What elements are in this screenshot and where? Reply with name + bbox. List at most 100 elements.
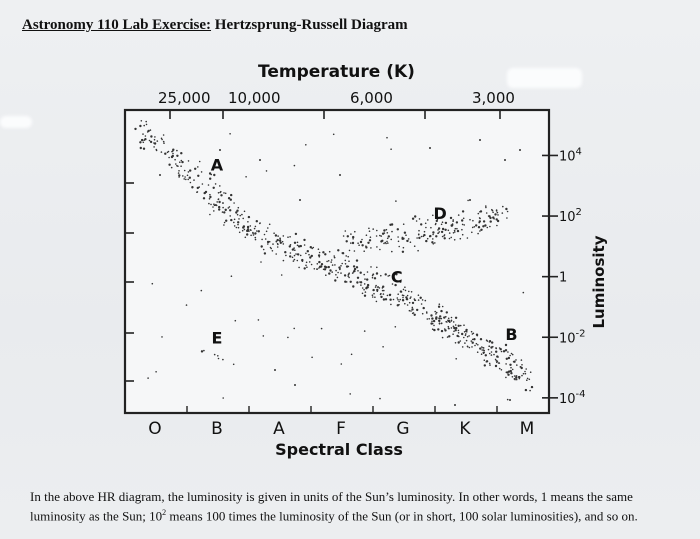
star-point [252, 232, 254, 235]
star-point [337, 249, 340, 252]
star-point [237, 206, 240, 209]
star-point [448, 335, 451, 338]
star-point [432, 319, 436, 323]
star-point [454, 231, 456, 233]
glare-spot [0, 116, 32, 128]
star-point [181, 160, 184, 164]
star-point [170, 166, 173, 169]
star-point [464, 342, 466, 344]
star-point [316, 263, 319, 265]
star-point [318, 251, 321, 254]
star-point [515, 359, 517, 361]
star-point [454, 342, 457, 344]
star-point [440, 309, 443, 313]
star-point [361, 292, 364, 295]
star-point [423, 230, 426, 233]
star-point [359, 281, 361, 283]
star-point [452, 219, 455, 221]
star-point [308, 253, 310, 256]
star-point [390, 303, 392, 306]
star-point [434, 310, 437, 313]
star-point [465, 333, 467, 335]
star-point [441, 235, 444, 238]
star-point [223, 211, 226, 214]
star-point [318, 260, 321, 264]
star-point [484, 354, 487, 357]
star-point [149, 140, 153, 144]
star-point [151, 282, 154, 285]
star-point [345, 265, 349, 268]
star-point [279, 238, 282, 240]
star-point [276, 246, 279, 248]
star-point [401, 294, 404, 297]
star-point [340, 363, 343, 365]
star-point [431, 317, 434, 320]
star-point [233, 218, 236, 221]
star-point [155, 149, 158, 152]
star-point [454, 227, 457, 230]
star-point [478, 221, 481, 224]
star-point [510, 372, 513, 375]
star-point [332, 133, 335, 136]
star-point [334, 279, 337, 282]
star-point [382, 285, 385, 288]
star-point [459, 237, 462, 240]
star-point [274, 369, 276, 371]
star-point [296, 244, 299, 247]
star-point [273, 232, 275, 234]
star-point [255, 230, 258, 232]
star-point [499, 348, 502, 351]
star-point [403, 231, 407, 234]
star-point [366, 271, 369, 273]
star-point [448, 237, 451, 240]
star-point [309, 256, 312, 259]
star-point [396, 304, 399, 307]
star-point [375, 284, 377, 287]
star-point [366, 283, 370, 287]
star-point [379, 234, 381, 237]
star-point [453, 229, 456, 232]
star-point [417, 299, 420, 301]
star-point [285, 254, 287, 257]
star-point [353, 267, 357, 271]
star-point [443, 237, 446, 240]
star-point [247, 215, 251, 219]
star-point [471, 231, 473, 234]
star-point [342, 235, 345, 237]
star-point [498, 367, 501, 370]
star-point [213, 210, 215, 212]
star-point [238, 218, 240, 220]
star-point [475, 342, 478, 345]
star-point [328, 250, 331, 253]
star-point [419, 296, 422, 299]
star-point [410, 310, 412, 312]
star-point [209, 213, 211, 216]
star-point [246, 225, 250, 229]
star-point [387, 242, 389, 244]
star-point [161, 138, 163, 141]
star-point [473, 226, 476, 228]
star-point [348, 276, 350, 279]
spectral-class-label: K [459, 419, 471, 439]
star-point [428, 235, 431, 238]
star-point [495, 218, 498, 221]
star-point [440, 317, 443, 320]
star-point [502, 350, 506, 353]
star-point [139, 146, 142, 150]
star-point [221, 211, 224, 213]
star-point [182, 175, 184, 177]
star-point [264, 238, 267, 240]
star-point [278, 239, 282, 242]
star-point [401, 236, 404, 239]
star-point [483, 359, 486, 362]
star-point [311, 356, 313, 359]
star-point [479, 338, 483, 341]
star-point [417, 249, 419, 252]
star-point [259, 222, 261, 225]
star-point [180, 159, 183, 162]
star-point [241, 229, 244, 232]
star-point [462, 217, 465, 220]
star-point [254, 225, 257, 228]
star-point [269, 246, 272, 249]
